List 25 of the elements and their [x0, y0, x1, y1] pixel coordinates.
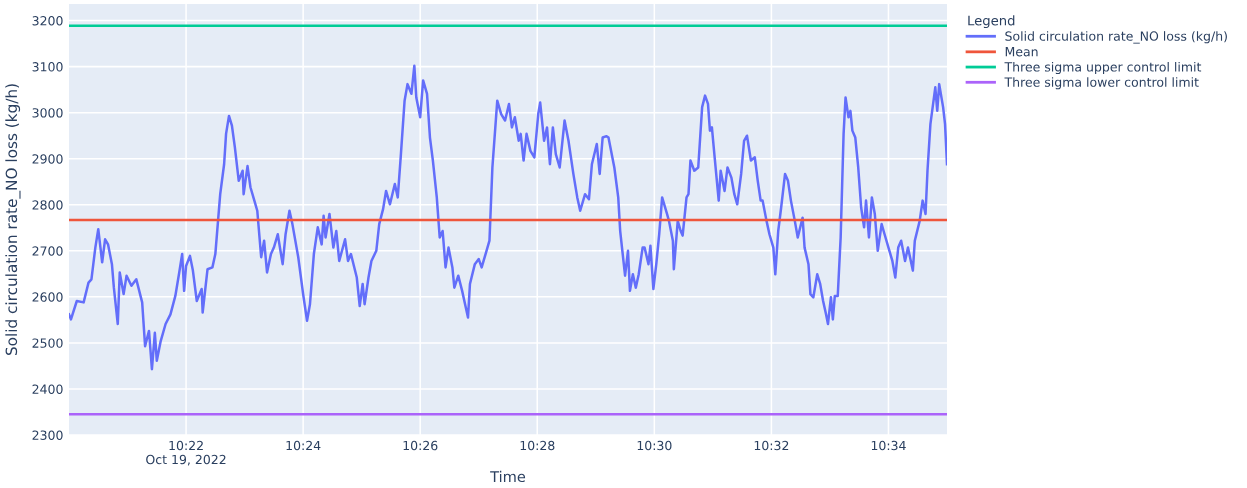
- legend-label: Solid circulation rate_NO loss (kg/h): [1005, 31, 1227, 44]
- y-tick-label: 2600: [32, 292, 63, 302]
- x-tick-label: 10:24: [286, 440, 321, 451]
- y-tick-label: 2500: [32, 338, 63, 348]
- x-tick-label: 10:26: [403, 440, 438, 451]
- x-tick-label: 10:22 Oct 19, 2022: [146, 440, 226, 466]
- x-tick-label: 10:30: [637, 440, 672, 451]
- y-tick-label: 3000: [32, 108, 63, 118]
- y-tick-label: 2700: [32, 246, 63, 256]
- legend-title: Legend: [968, 15, 1015, 29]
- y-tick-label: 2300: [32, 430, 63, 440]
- y-tick-label: 2800: [32, 200, 63, 210]
- x-tick-label: 10:32: [754, 440, 789, 451]
- x-tick-label: 10:34: [871, 440, 906, 451]
- legend-label: Mean: [1005, 47, 1038, 57]
- y-tick-label: 3100: [32, 62, 63, 72]
- y-axis-title: Solid circulation rate_NO loss (kg/h): [5, 84, 21, 356]
- x-tick-label: 10:28: [520, 440, 555, 451]
- y-tick-label: 2400: [32, 384, 63, 394]
- line-series: [69, 64, 947, 371]
- x-axis-title: Time: [490, 470, 526, 483]
- y-tick-label: 3200: [32, 16, 63, 26]
- y-tick-label: 2900: [32, 154, 63, 164]
- legend-label: Three sigma upper control limit: [1004, 61, 1202, 75]
- legend-label: Three sigma lower control limit: [1004, 77, 1199, 90]
